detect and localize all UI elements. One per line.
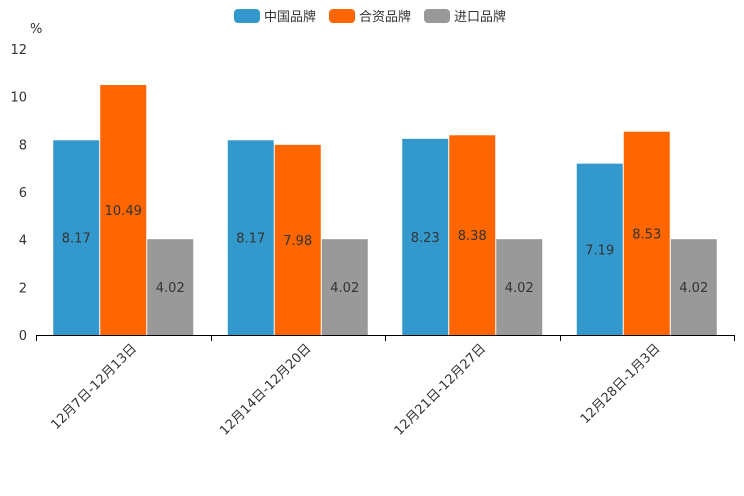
legend-label: 进口品牌 <box>454 9 506 25</box>
legend-label: 中国品牌 <box>264 9 316 25</box>
x-axis: 12月7日-12月13日 12月14日-12月20日 12月21日-12月27日 12… <box>36 335 735 439</box>
bar-2-1 <box>100 84 147 335</box>
bar-3-2 <box>321 239 368 335</box>
x-tick-label: 12月28日-1月3日 <box>578 341 664 427</box>
bar-2-3 <box>449 135 496 335</box>
bar-data-label: 4.02 <box>330 281 359 296</box>
bar-3-1 <box>147 239 194 335</box>
bar-data-label: 4.02 <box>679 281 708 296</box>
legend-item[interactable]: 进口品牌 <box>424 9 506 25</box>
bar-1-2 <box>227 140 274 335</box>
bar-1-1 <box>53 140 100 335</box>
bar-3-3 <box>496 239 543 335</box>
x-tick-label: 12月7日-12月13日 <box>48 341 140 433</box>
legend-swatch <box>234 9 260 23</box>
legend-item[interactable]: 中国品牌 <box>234 9 316 25</box>
y-tick-label: 2 <box>19 281 27 296</box>
bar-data-label: 10.49 <box>105 204 142 219</box>
bar-2-4 <box>623 131 670 335</box>
y-tick-label: 12 <box>10 43 27 58</box>
bars: 8.17 10.49 4.02 8.17 7.98 4.02 8.23 8.38 4.02 7.1… <box>53 84 717 335</box>
bar-data-label: 4.02 <box>156 281 185 296</box>
bar-data-label: 8.38 <box>458 229 487 244</box>
bar-data-label: 4.02 <box>505 281 534 296</box>
y-axis: 0 2 4 6 8 10 12 <box>10 43 27 344</box>
legend-swatch <box>424 9 450 23</box>
legend-label: 合资品牌 <box>359 9 411 25</box>
y-axis-unit-label: % <box>30 22 42 37</box>
y-tick-label: 4 <box>19 234 27 249</box>
y-tick-label: 6 <box>19 186 27 201</box>
bar-data-label: 8.23 <box>411 231 440 246</box>
bar-1-4 <box>576 163 623 335</box>
y-tick-label: 8 <box>19 138 27 153</box>
bar-1-3 <box>402 138 449 335</box>
bar-data-label: 8.53 <box>632 227 661 242</box>
bar-2-2 <box>274 144 321 335</box>
bar-data-label: 7.19 <box>585 243 614 258</box>
y-tick-label: 10 <box>10 91 27 106</box>
y-tick-label: 0 <box>19 329 27 344</box>
legend-swatch <box>329 9 355 23</box>
legend: 中国品牌 合资品牌 进口品牌 <box>234 9 506 25</box>
x-tick-label: 12月21日-12月27日 <box>392 341 489 438</box>
legend-item[interactable]: 合资品牌 <box>329 9 411 25</box>
x-tick-label: 12月14日-12月20日 <box>217 341 314 438</box>
bar-3-4 <box>670 239 717 335</box>
bar-data-label: 8.17 <box>62 232 91 247</box>
bar-data-label: 7.98 <box>283 234 312 249</box>
bar-data-label: 8.17 <box>236 232 265 247</box>
